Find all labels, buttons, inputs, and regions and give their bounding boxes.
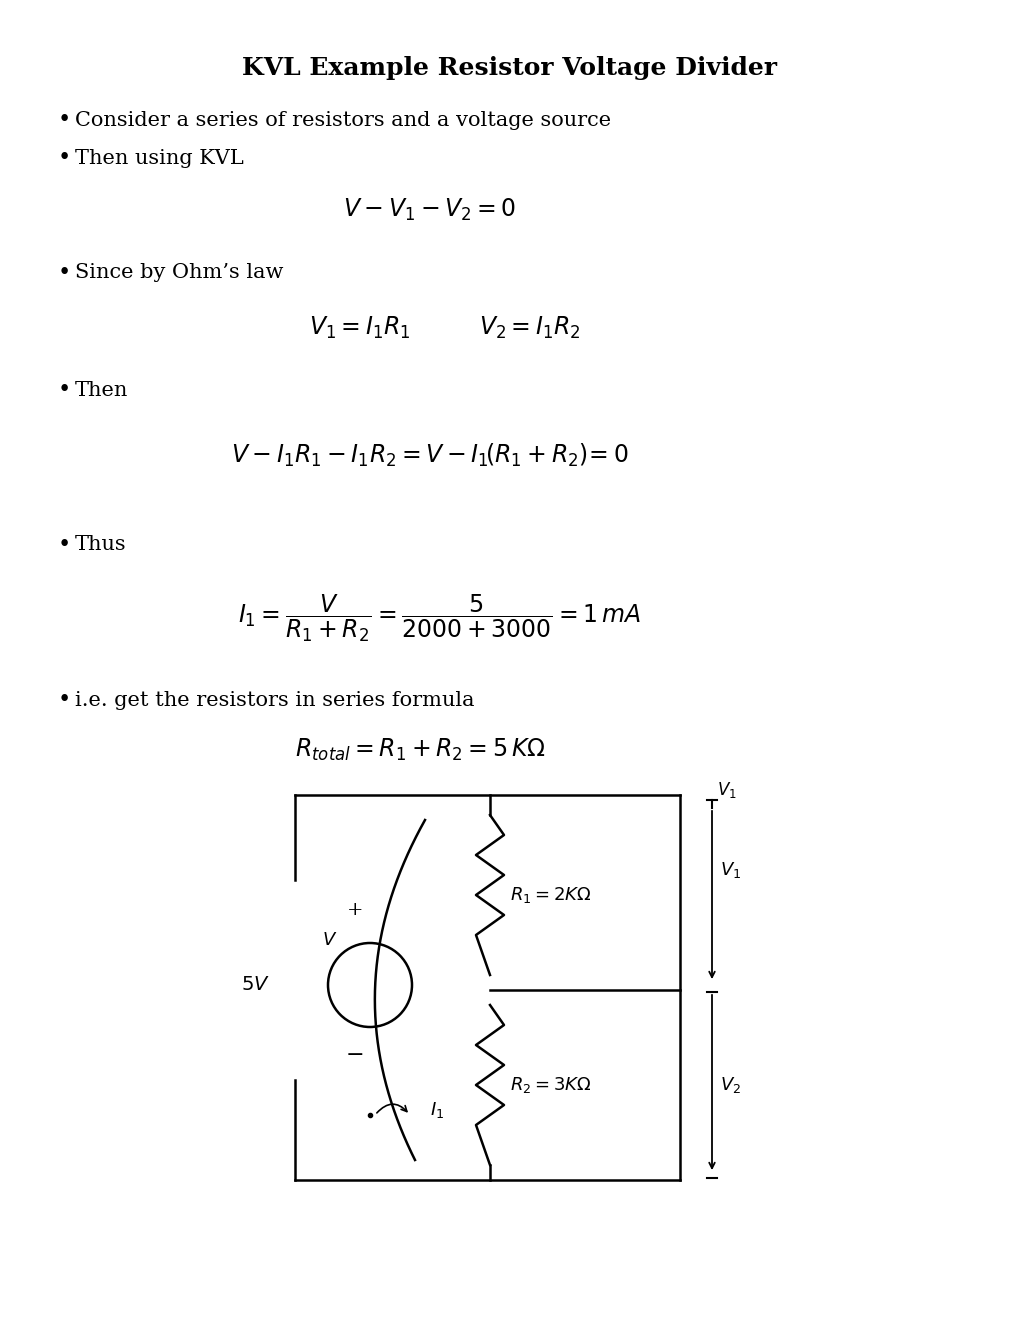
Text: $I_1$: $I_1$ (430, 1100, 443, 1119)
Text: $R_2=3K\Omega$: $R_2=3K\Omega$ (510, 1074, 591, 1096)
Text: Thus: Thus (75, 536, 126, 554)
Text: $I_1=\dfrac{V}{R_1+R_2}=\dfrac{5}{2000+3000}=1\,mA$: $I_1=\dfrac{V}{R_1+R_2}=\dfrac{5}{2000+3… (238, 593, 641, 644)
Text: +: + (346, 902, 363, 919)
Text: KVL Example Resistor Voltage Divider: KVL Example Resistor Voltage Divider (243, 55, 776, 81)
Text: Then: Then (75, 380, 128, 400)
Text: •: • (58, 535, 71, 556)
Text: $V_1$: $V_1$ (719, 861, 741, 880)
Text: −: − (345, 1044, 364, 1067)
Text: •: • (58, 261, 71, 284)
Text: •: • (58, 689, 71, 711)
Text: $V_2$: $V_2$ (719, 1074, 741, 1096)
Text: $R_1=2K\Omega$: $R_1=2K\Omega$ (510, 884, 591, 906)
Text: $R_{\mathit{total}}=R_1+R_2=5\,K\Omega$: $R_{\mathit{total}}=R_1+R_2=5\,K\Omega$ (294, 737, 545, 763)
Text: •: • (58, 147, 71, 169)
Text: $V$: $V$ (322, 931, 337, 949)
Text: •: • (58, 110, 71, 131)
Text: $V-V_1-V_2=0$: $V-V_1-V_2=0$ (343, 197, 517, 223)
Text: $V-I_1R_1-I_1R_2=V-I_1\!\left(R_1+R_2\right)\!=0$: $V-I_1R_1-I_1R_2=V-I_1\!\left(R_1+R_2\ri… (231, 441, 628, 469)
Text: i.e. get the resistors in series formula: i.e. get the resistors in series formula (75, 690, 474, 710)
Text: •: • (58, 379, 71, 401)
Text: $V_2=I_1R_2$: $V_2=I_1R_2$ (479, 315, 581, 341)
Text: Consider a series of resistors and a voltage source: Consider a series of resistors and a vol… (75, 111, 610, 129)
Text: Since by Ohm’s law: Since by Ohm’s law (75, 264, 283, 282)
Text: $V_1$: $V_1$ (716, 780, 736, 800)
Text: Then using KVL: Then using KVL (75, 149, 244, 168)
Text: $5V$: $5V$ (240, 975, 269, 994)
Text: $V_1=I_1R_1$: $V_1=I_1R_1$ (309, 315, 411, 341)
